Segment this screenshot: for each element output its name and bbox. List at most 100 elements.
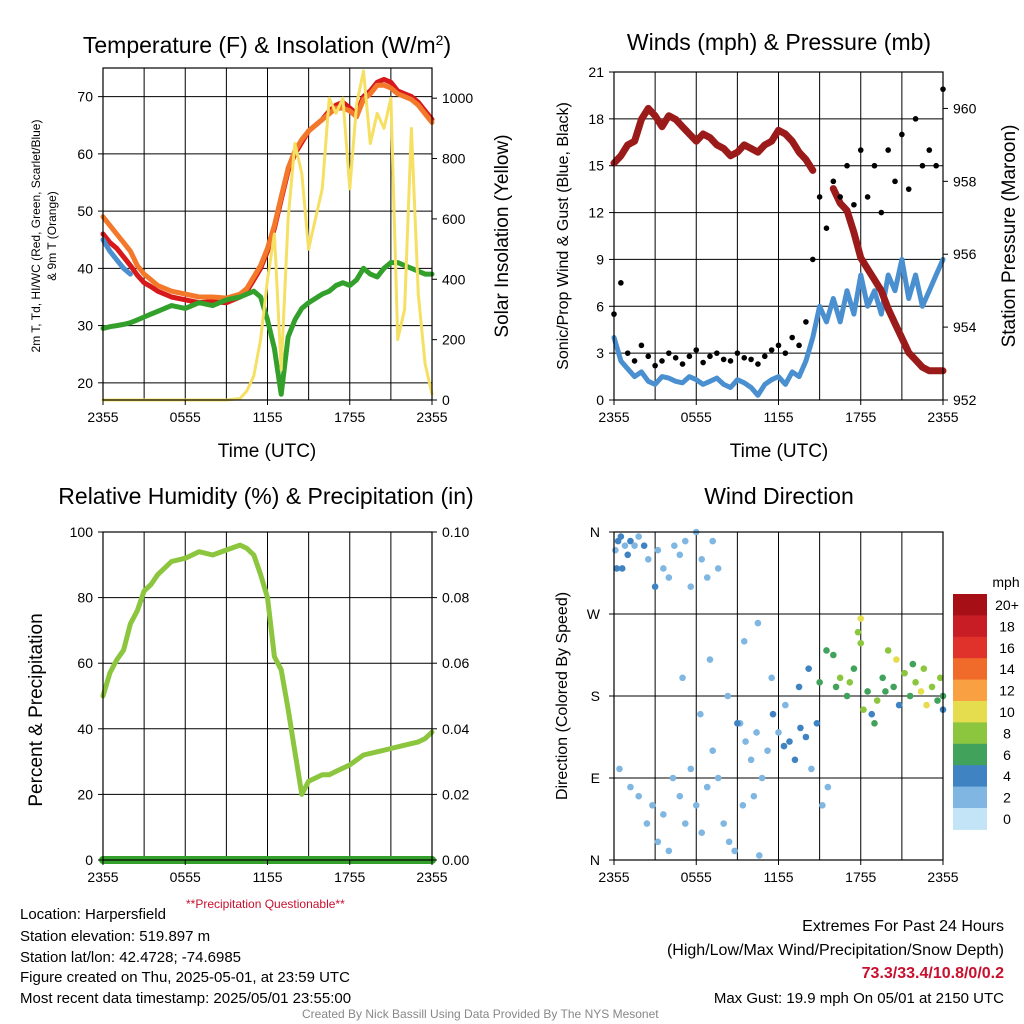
wind-title: Winds (mph) & Pressure (mb) [627, 29, 931, 55]
wind-xtick-label: 2355 [927, 409, 958, 425]
max-gust: Max Gust: 19.9 mph On 05/01 at 2150 UTC [713, 990, 1004, 1007]
gust-point [693, 347, 700, 353]
temp-y2tick-label: 800 [442, 151, 466, 167]
direction-point [791, 756, 799, 764]
rh-ytick-label: 40 [77, 721, 93, 737]
gust-point [809, 256, 816, 263]
direction-point [676, 551, 684, 559]
wind-ytick-label: 15 [588, 158, 604, 174]
rh-xtick-label: 1155 [252, 869, 282, 885]
colorbar-swatch [953, 636, 987, 659]
direction-point [868, 710, 876, 718]
temp-y2tick-label: 600 [442, 211, 466, 227]
colorbar-label: 2 [1003, 790, 1011, 806]
direction-point [651, 583, 659, 590]
direction-point [764, 747, 771, 754]
direction-point [709, 537, 716, 545]
gust-point [618, 280, 624, 286]
direction-point [750, 792, 758, 800]
gust-point [878, 209, 885, 216]
direction-point [720, 820, 727, 827]
direction-point [644, 556, 652, 563]
dir-xtick-label: 1755 [845, 869, 876, 885]
direction-point [816, 679, 823, 686]
temp-series-hi-wc [100, 237, 133, 277]
direction-point [909, 660, 917, 668]
credit: Created By Nick Bassill Using Data Provi… [302, 1007, 659, 1021]
gust-point [761, 353, 768, 360]
gust-point [837, 194, 843, 200]
colorbar-label: 18 [999, 618, 1015, 634]
colorbar-swatch [953, 615, 987, 638]
rh-y2tick-label: 0.04 [442, 721, 469, 737]
direction-point [703, 783, 711, 791]
direction-point [612, 546, 619, 554]
gust-point [666, 350, 672, 356]
gust-point [796, 342, 802, 349]
temp-title: Temperature (F) & Insolation (W/m2) [83, 32, 451, 58]
rh-xtick-label: 0555 [170, 869, 201, 885]
temp-ytick-label: 60 [77, 146, 93, 162]
direction-point [824, 783, 832, 791]
direction-point [635, 792, 642, 800]
gust-point [672, 355, 679, 361]
temp-y2tick-label: 1000 [442, 90, 473, 106]
direction-point [813, 720, 821, 727]
gust-point [899, 131, 905, 138]
wind-xtick-label: 2355 [598, 409, 629, 425]
gust-point [720, 356, 727, 363]
colorbar-label: 4 [1003, 768, 1011, 784]
direction-point [890, 683, 897, 691]
colorbar-label: 0 [1003, 811, 1011, 827]
colorbar-swatch [953, 743, 987, 766]
direction-point [846, 679, 854, 686]
rh-y2tick-label: 0.02 [442, 786, 469, 802]
temp-xtick-label: 0555 [170, 409, 201, 425]
temp-ytick-label: 50 [77, 203, 93, 219]
colorbar-label: 20+ [995, 597, 1019, 613]
wind-xtick-label: 1755 [845, 409, 876, 425]
gust-point [734, 350, 741, 356]
direction-point [832, 683, 840, 691]
wind-y2tick-label: 956 [953, 246, 977, 262]
direction-point [703, 574, 711, 581]
direction-point [758, 774, 766, 782]
rh-ylabel: Percent & Precipitation [26, 613, 47, 806]
gust-point [926, 147, 933, 153]
gust-point [679, 361, 686, 367]
colorbar-swatch [953, 808, 987, 830]
temp-series-9m-t [100, 82, 435, 301]
wind-xtick-label: 0555 [681, 409, 712, 425]
wind-y2label: Station Pressure (Maroon) [999, 125, 1020, 348]
dir-ytick-label: N [590, 524, 600, 540]
footer-elevation: Station elevation: 519.897 m [20, 928, 211, 945]
rh-ytick-label: 0 [85, 852, 93, 868]
gust-point [755, 361, 761, 367]
direction-point [709, 747, 716, 754]
rh-y2tick-label: 0.06 [442, 655, 469, 671]
rh-ytick-label: 20 [77, 786, 93, 802]
direction-point [797, 724, 804, 732]
gust-point [871, 162, 878, 169]
direction-point [775, 729, 782, 736]
wind-ytick-label: 9 [596, 251, 604, 267]
direction-point [627, 783, 634, 791]
temp-xtick-label: 1155 [252, 409, 282, 425]
direction-point [621, 542, 629, 549]
wind-y2tick-label: 960 [953, 100, 977, 116]
direction-point [906, 692, 914, 700]
wind-xtick-label: 1155 [763, 409, 793, 425]
direction-point [895, 701, 903, 709]
direction-point [724, 692, 732, 700]
direction-point [753, 729, 760, 736]
colorbar-unit: mph [992, 574, 1019, 590]
temp-y2tick-label: 200 [442, 332, 466, 348]
gust-point [844, 162, 850, 169]
direction-point [920, 665, 928, 672]
direction-point [860, 706, 867, 713]
temp-y2label: Solar Insolation (Yellow) [492, 134, 513, 337]
direction-point [725, 838, 733, 846]
rh-ytick-label: 60 [77, 655, 93, 671]
dir-xtick-label: 2355 [598, 869, 629, 885]
direction-point [654, 838, 662, 846]
